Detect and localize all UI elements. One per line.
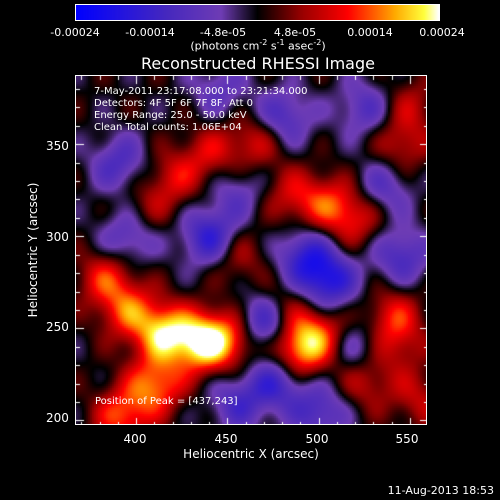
peak-position-label: Position of Peak = [437,243] (95, 396, 238, 407)
y-tick-label: 200 (46, 411, 69, 425)
y-tick-label: 300 (46, 230, 69, 244)
info-detectors: Detectors: 4F 5F 6F 7F 8F, Att 0 (94, 98, 254, 109)
colorbar-tick: -4.8e-05 (199, 26, 247, 39)
y-axis-label: Heliocentric Y (arcsec) (26, 182, 40, 318)
y-tick-label: 350 (46, 139, 69, 153)
x-axis-label: Heliocentric X (arcsec) (183, 447, 319, 461)
colorbar-tick: 0.00024 (419, 26, 465, 39)
heatmap-image (76, 76, 426, 424)
info-total-counts: Clean Total counts: 1.06E+04 (94, 122, 242, 133)
colorbar-units: (photons cm-2 s-1 asec-2) (190, 38, 326, 53)
info-energy-range: Energy Range: 25.0 - 50.0 keV (94, 110, 247, 121)
x-tick-label: 400 (123, 432, 147, 446)
plot-area (75, 75, 427, 425)
x-tick-label: 550 (395, 432, 419, 446)
colorbar-tick: 4.8e-05 (273, 26, 317, 39)
timestamp-footer: 11-Aug-2013 18:53 (387, 484, 494, 497)
info-time-range: 7-May-2011 23:17:08.000 to 23:21:34.000 (94, 86, 308, 97)
x-tick-label: 500 (305, 432, 329, 446)
colorbar-tick: 0.00014 (347, 26, 393, 39)
x-tick-label: 450 (214, 432, 238, 446)
chart-title: Reconstructed RHESSI Image (141, 54, 375, 73)
colorbar-tick: -0.00024 (50, 26, 100, 39)
y-tick-label: 250 (46, 320, 69, 334)
colorbar-tick: -0.00014 (125, 26, 175, 39)
colorbar (75, 4, 440, 21)
